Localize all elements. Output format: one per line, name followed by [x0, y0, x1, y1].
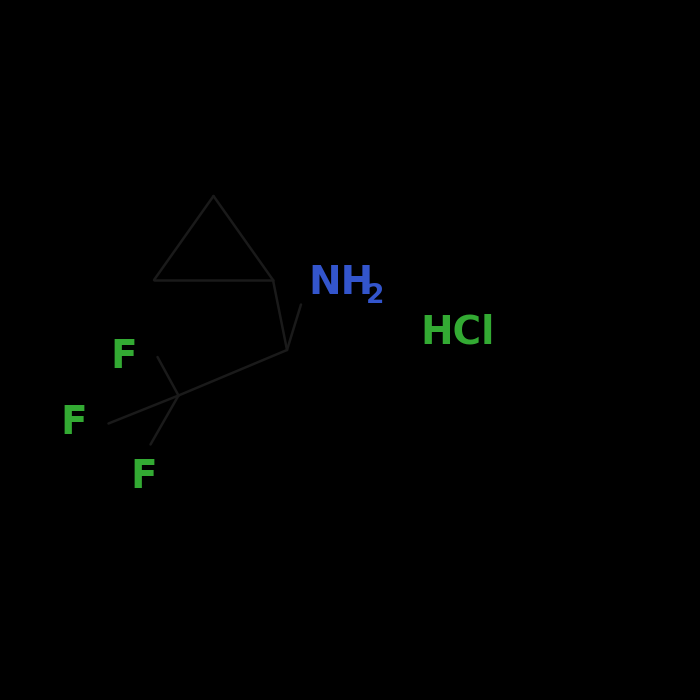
Text: HCl: HCl: [420, 314, 494, 351]
Text: F: F: [61, 405, 88, 442]
Text: NH: NH: [308, 265, 373, 302]
Text: F: F: [130, 458, 157, 496]
Text: F: F: [110, 338, 136, 376]
Text: 2: 2: [365, 283, 384, 309]
